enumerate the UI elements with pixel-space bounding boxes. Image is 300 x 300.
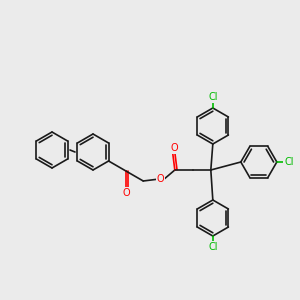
Text: Cl: Cl xyxy=(208,242,218,252)
Text: O: O xyxy=(170,143,178,153)
Text: Cl: Cl xyxy=(284,157,294,167)
Text: Cl: Cl xyxy=(208,92,218,102)
Text: O: O xyxy=(156,174,164,184)
Text: O: O xyxy=(122,188,130,198)
